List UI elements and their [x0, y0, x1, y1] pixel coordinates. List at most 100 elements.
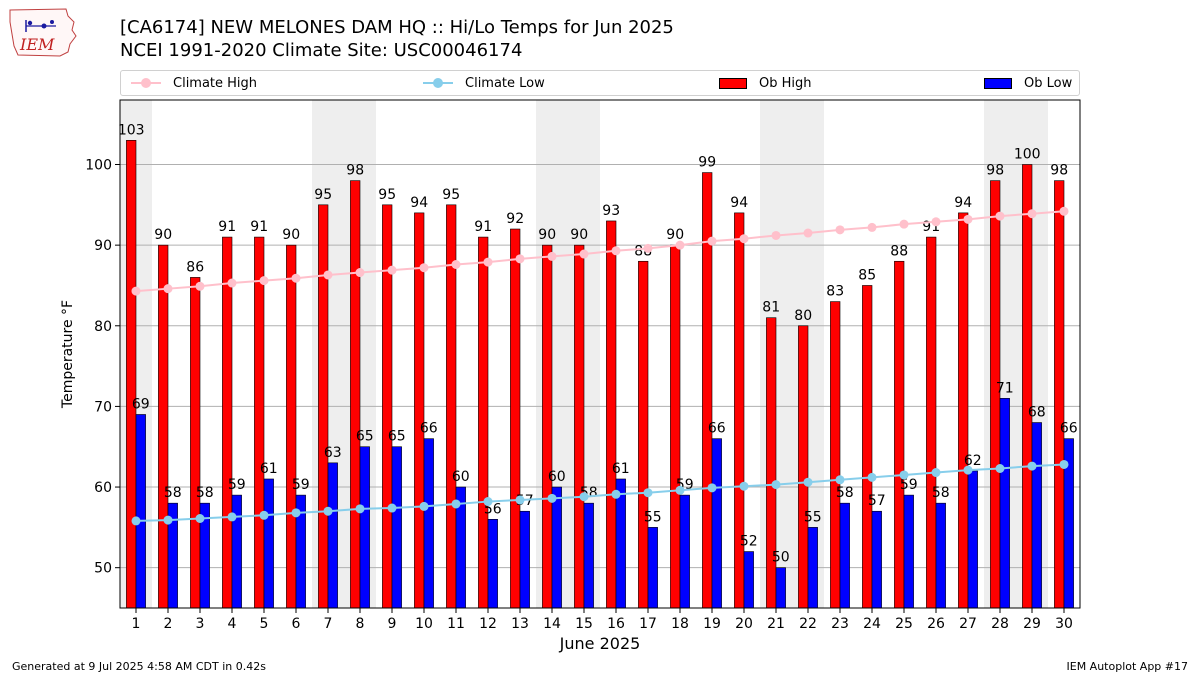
- bar-ob-high-15: [574, 244, 585, 609]
- point-climate-high-3: [195, 281, 205, 291]
- bar-ob-high-24: [862, 285, 873, 609]
- bar-ob-low-14: [551, 486, 562, 609]
- bar-ob-low-22: [807, 527, 818, 609]
- point-climate-high-29: [1027, 209, 1037, 219]
- label-ob-high-28: 98: [986, 163, 1004, 179]
- bar-ob-low-13: [519, 510, 530, 609]
- ytick-label-60: 60: [94, 480, 112, 496]
- xtick-label-13: 13: [511, 616, 529, 632]
- label-ob-high-9: 95: [378, 187, 396, 203]
- point-climate-low-7: [323, 506, 333, 516]
- bar-ob-low-9: [391, 446, 402, 609]
- point-climate-high-1: [131, 286, 141, 296]
- bar-ob-low-26: [935, 502, 946, 609]
- point-climate-high-10: [419, 263, 429, 273]
- legend-item-climate-high: Climate High: [131, 71, 257, 95]
- point-climate-high-27: [963, 214, 973, 224]
- xtick-label-22: 22: [799, 616, 817, 632]
- point-climate-low-12: [483, 497, 493, 507]
- point-climate-high-25: [899, 219, 909, 229]
- bar-ob-high-23: [830, 301, 841, 609]
- xtick-label-8: 8: [356, 616, 365, 632]
- point-climate-high-20: [739, 234, 749, 244]
- label-ob-low-23: 58: [836, 485, 854, 501]
- label-ob-high-13: 92: [506, 211, 524, 227]
- label-ob-high-21: 81: [762, 300, 780, 316]
- bar-ob-low-23: [839, 502, 850, 609]
- ytick-label-90: 90: [94, 238, 112, 254]
- point-climate-low-6: [291, 508, 301, 518]
- line-climate-low: [135, 463, 1065, 522]
- point-climate-high-8: [355, 268, 365, 278]
- label-ob-low-25: 59: [900, 477, 918, 493]
- bar-ob-low-5: [263, 478, 274, 609]
- xtick-label-19: 19: [703, 616, 721, 632]
- label-ob-low-4: 59: [228, 477, 246, 493]
- legend-swatch-ob-low: [984, 77, 1012, 89]
- point-climate-high-9: [387, 265, 397, 275]
- legend-label-ob-high: Ob High: [759, 75, 812, 91]
- bar-ob-high-22: [798, 325, 809, 609]
- bar-ob-high-7: [318, 204, 329, 609]
- xtick-label-16: 16: [607, 616, 625, 632]
- xtick-label-9: 9: [388, 616, 397, 632]
- footer-app: IEM Autoplot App #17: [1066, 660, 1189, 673]
- bar-ob-high-4: [222, 236, 233, 609]
- xtick-label-11: 11: [447, 616, 465, 632]
- point-climate-high-15: [579, 249, 589, 259]
- point-climate-high-5: [259, 276, 269, 286]
- point-climate-high-24: [867, 222, 877, 232]
- point-climate-high-6: [291, 273, 301, 283]
- point-climate-low-28: [995, 464, 1005, 474]
- xtick-label-30: 30: [1055, 616, 1073, 632]
- label-ob-high-23: 83: [826, 284, 844, 300]
- label-ob-low-26: 58: [932, 485, 950, 501]
- bar-ob-low-12: [487, 519, 498, 609]
- label-ob-low-1: 69: [132, 396, 150, 412]
- ytick-label-80: 80: [94, 319, 112, 335]
- bar-ob-high-5: [254, 236, 265, 609]
- legend-swatch-ob-high: [719, 77, 747, 89]
- bar-ob-high-9: [382, 204, 393, 609]
- point-climate-high-17: [643, 243, 653, 253]
- legend-item-ob-high: Ob High: [719, 71, 812, 95]
- legend: Climate High Climate Low Ob High Ob Low: [120, 70, 1080, 96]
- point-climate-low-9: [387, 503, 397, 513]
- label-ob-low-19: 66: [708, 421, 726, 437]
- bar-ob-low-4: [231, 494, 242, 609]
- point-climate-high-23: [835, 225, 845, 235]
- label-ob-high-4: 91: [218, 219, 236, 235]
- label-ob-high-3: 86: [186, 259, 204, 275]
- bar-ob-high-13: [510, 228, 521, 609]
- xtick-label-23: 23: [831, 616, 849, 632]
- bar-ob-low-25: [903, 494, 914, 609]
- xtick-label-20: 20: [735, 616, 753, 632]
- point-climate-low-10: [419, 501, 429, 511]
- label-ob-low-28: 71: [996, 380, 1014, 396]
- label-ob-low-29: 68: [1028, 405, 1046, 421]
- label-ob-high-22: 80: [794, 308, 812, 324]
- chart-title: [CA6174] NEW MELONES DAM HQ :: Hi/Lo Tem…: [120, 17, 674, 38]
- xtick-label-4: 4: [228, 616, 237, 632]
- label-ob-low-30: 66: [1060, 421, 1078, 437]
- bar-ob-low-24: [871, 510, 882, 609]
- point-climate-low-17: [643, 488, 653, 498]
- label-ob-high-30: 98: [1050, 163, 1068, 179]
- label-ob-high-19: 99: [698, 155, 716, 171]
- bar-ob-high-3: [190, 277, 201, 609]
- label-ob-low-3: 58: [196, 485, 214, 501]
- point-climate-low-15: [579, 492, 589, 502]
- point-climate-high-30: [1059, 206, 1069, 216]
- bar-ob-low-21: [775, 567, 786, 609]
- xtick-label-29: 29: [1023, 616, 1041, 632]
- point-climate-low-4: [227, 512, 237, 522]
- bar-ob-high-16: [606, 220, 617, 609]
- xtick-label-27: 27: [959, 616, 977, 632]
- ytick-label-100: 100: [85, 158, 112, 174]
- legend-label-climate-high: Climate High: [173, 75, 258, 91]
- label-ob-low-27: 62: [964, 453, 982, 469]
- bar-ob-high-30: [1054, 180, 1065, 609]
- point-climate-high-21: [771, 230, 781, 240]
- bar-ob-high-12: [478, 236, 489, 609]
- bar-ob-low-10: [423, 438, 434, 609]
